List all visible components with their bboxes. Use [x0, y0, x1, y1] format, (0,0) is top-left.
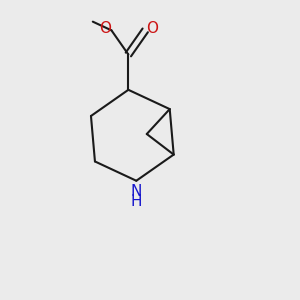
Text: O: O — [99, 21, 111, 36]
Text: N: N — [130, 184, 142, 199]
Text: H: H — [130, 194, 142, 209]
Text: O: O — [146, 21, 158, 36]
